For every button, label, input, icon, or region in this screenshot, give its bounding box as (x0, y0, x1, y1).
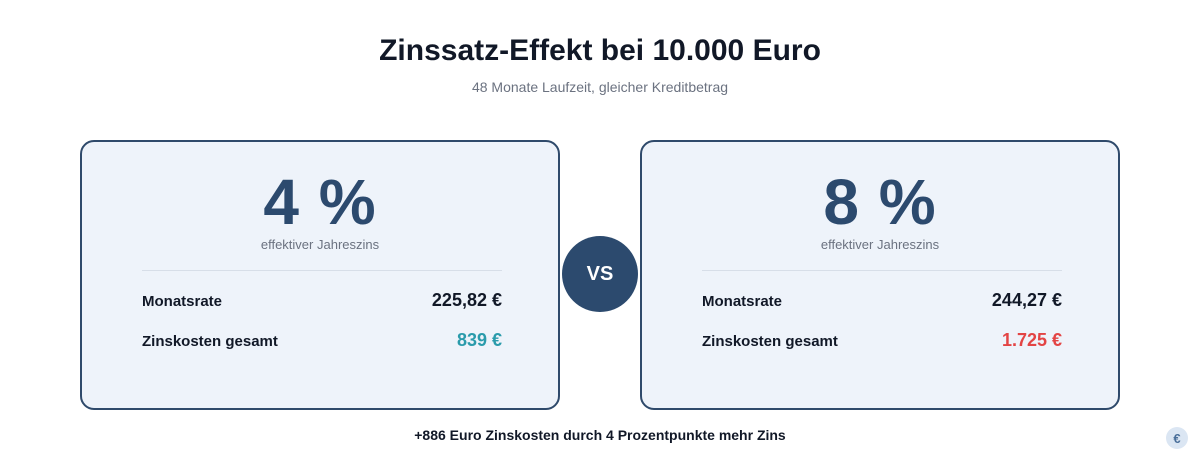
footnote: +886 Euro Zinskosten durch 4 Prozentpunk… (414, 427, 786, 443)
card-divider (142, 270, 502, 271)
total-interest-value: 1.725 € (1001, 330, 1062, 350)
monthly-rate-value: 225,82 € (431, 290, 502, 310)
rate-label: effektiver Jahreszins (820, 237, 940, 252)
monthly-rate-label: Monatsrate (702, 293, 783, 310)
total-interest-row: Zinskosten gesamt 839 € (142, 330, 502, 351)
total-interest-value: 839 € (456, 330, 502, 350)
rate-card-low: 4 % effektiver Jahreszins Monatsrate 225… (80, 140, 560, 410)
monthly-rate-value: 244,27 € (991, 290, 1062, 310)
card-divider (702, 270, 1062, 271)
rate-card-high: 8 % effektiver Jahreszins Monatsrate 244… (640, 140, 1120, 410)
rate-value: 8 % (823, 166, 937, 238)
page-title: Zinssatz-Effekt bei 10.000 Euro (379, 34, 821, 67)
euro-icon[interactable]: € (1166, 427, 1188, 449)
rate-label: effektiver Jahreszins (260, 237, 380, 252)
total-interest-label: Zinskosten gesamt (702, 333, 838, 350)
monthly-rate-row: Monatsrate 225,82 € (142, 290, 502, 311)
total-interest-row: Zinskosten gesamt 1.725 € (702, 330, 1062, 351)
monthly-rate-label: Monatsrate (142, 293, 223, 310)
vs-badge: VS (562, 236, 638, 312)
page-subtitle: 48 Monate Laufzeit, gleicher Kreditbetra… (471, 79, 729, 95)
rate-value: 4 % (263, 166, 377, 238)
total-interest-label: Zinskosten gesamt (142, 333, 278, 350)
monthly-rate-row: Monatsrate 244,27 € (702, 290, 1062, 311)
